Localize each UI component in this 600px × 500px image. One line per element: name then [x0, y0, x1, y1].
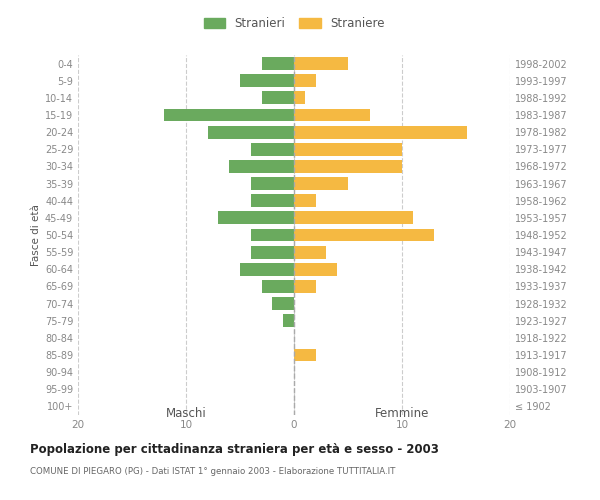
Bar — [251, 194, 294, 207]
Bar — [294, 74, 316, 87]
Bar — [294, 348, 316, 362]
Bar — [251, 143, 294, 156]
Bar — [251, 246, 294, 258]
Bar — [262, 57, 294, 70]
Bar — [294, 212, 413, 224]
Bar — [262, 280, 294, 293]
Legend: Stranieri, Straniere: Stranieri, Straniere — [200, 14, 388, 34]
Bar — [294, 280, 316, 293]
Bar — [229, 160, 294, 173]
Bar — [294, 228, 434, 241]
Bar — [164, 108, 294, 122]
Bar — [262, 92, 294, 104]
Bar — [251, 177, 294, 190]
Bar — [294, 108, 370, 122]
Text: Popolazione per cittadinanza straniera per età e sesso - 2003: Popolazione per cittadinanza straniera p… — [30, 442, 439, 456]
Bar — [240, 263, 294, 276]
Text: Femmine: Femmine — [375, 407, 429, 420]
Bar — [283, 314, 294, 327]
Bar — [208, 126, 294, 138]
Y-axis label: Fasce di età: Fasce di età — [31, 204, 41, 266]
Bar — [294, 263, 337, 276]
Bar — [294, 177, 348, 190]
Bar — [218, 212, 294, 224]
Bar — [272, 297, 294, 310]
Bar — [294, 194, 316, 207]
Text: Maschi: Maschi — [166, 407, 206, 420]
Bar — [294, 57, 348, 70]
Text: COMUNE DI PIEGARO (PG) - Dati ISTAT 1° gennaio 2003 - Elaborazione TUTTITALIA.IT: COMUNE DI PIEGARO (PG) - Dati ISTAT 1° g… — [30, 468, 395, 476]
Bar — [294, 160, 402, 173]
Bar — [240, 74, 294, 87]
Bar — [251, 228, 294, 241]
Bar — [294, 246, 326, 258]
Bar — [294, 143, 402, 156]
Bar — [294, 92, 305, 104]
Bar — [294, 126, 467, 138]
